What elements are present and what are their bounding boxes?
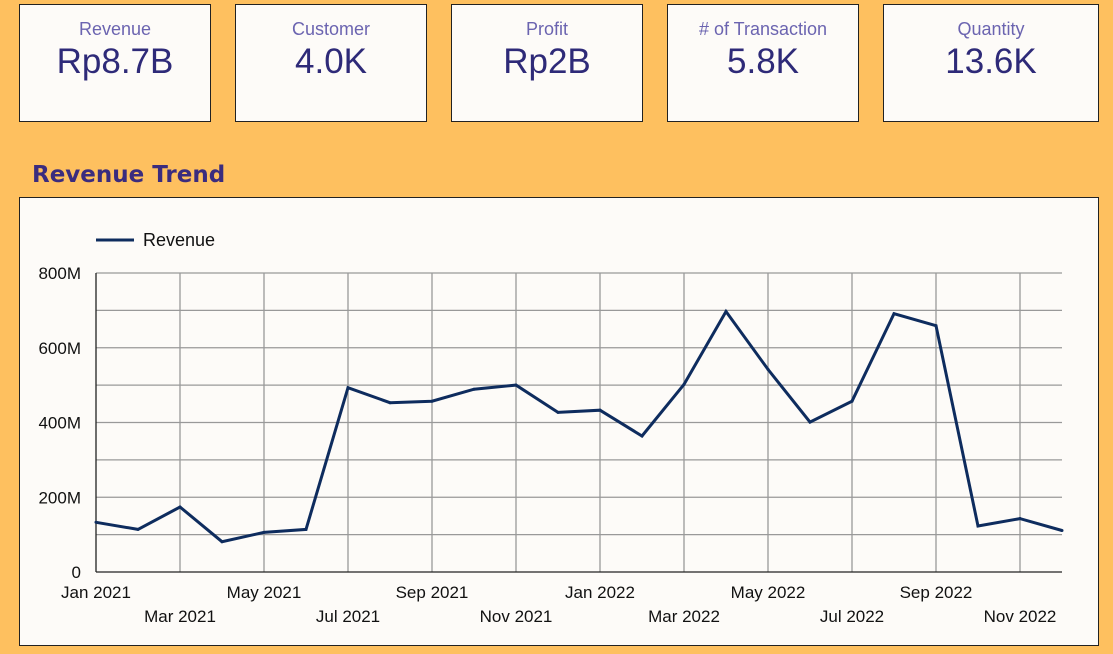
x-tick-label: Jan 2022 <box>565 583 635 602</box>
y-tick-label: 400M <box>38 414 81 433</box>
x-tick-label: Jul 2021 <box>316 607 380 626</box>
kpi-card-revenue: Revenue Rp8.7B <box>19 4 211 122</box>
x-tick-label: Jul 2022 <box>820 607 884 626</box>
chart-svg: 0 200M 400M 600M 800M Jan 2021 Mar 2021 May 202… <box>38 230 1064 626</box>
kpi-value: 13.6K <box>945 42 1037 81</box>
y-tick-label: 800M <box>38 264 81 283</box>
series-layer <box>94 308 1064 544</box>
data-point <box>136 527 140 531</box>
x-tick-label: Nov 2021 <box>480 607 553 626</box>
data-point <box>640 434 644 438</box>
kpi-label: Revenue <box>78 19 152 39</box>
kpi-value: Rp8.7B <box>56 42 174 81</box>
data-point <box>682 382 686 386</box>
x-tick-label: Mar 2022 <box>648 607 720 626</box>
kpi-label: Quantity <box>957 19 1025 39</box>
data-point <box>388 401 392 405</box>
data-point <box>976 524 980 528</box>
data-point <box>556 410 560 414</box>
data-point <box>514 383 518 387</box>
kpi-card-customer: Customer 4.0K <box>235 4 427 122</box>
kpi-value: 5.8K <box>727 42 799 81</box>
x-tick-label: Mar 2021 <box>144 607 216 626</box>
y-tick-label: 0 <box>72 563 81 582</box>
data-point <box>892 312 896 316</box>
x-tick-label: Sep 2022 <box>900 583 973 602</box>
section-title: Revenue Trend <box>32 162 226 188</box>
kpi-label: Customer <box>291 19 371 39</box>
data-point <box>178 505 182 509</box>
legend: Revenue <box>96 230 215 250</box>
x-tick-label: Nov 2022 <box>984 607 1057 626</box>
data-point <box>598 408 602 412</box>
legend-label: Revenue <box>143 230 215 250</box>
series-line-revenue <box>95 308 1063 544</box>
y-tick-label: 600M <box>38 339 81 358</box>
x-tick-label: May 2022 <box>731 583 806 602</box>
axis-layer: 0 200M 400M 600M 800M Jan 2021 Mar 2021 May 202… <box>38 264 1062 626</box>
data-point <box>808 420 812 424</box>
data-point <box>472 387 476 391</box>
kpi-value: 4.0K <box>295 42 367 81</box>
x-tick-label: May 2021 <box>227 583 302 602</box>
data-point <box>262 530 266 534</box>
x-tick-label: Sep 2021 <box>396 583 469 602</box>
data-point <box>1018 517 1022 521</box>
data-point <box>850 399 854 403</box>
x-tick-label: Jan 2021 <box>61 583 131 602</box>
data-point <box>934 324 938 328</box>
data-point <box>94 520 98 524</box>
data-point <box>766 367 770 371</box>
grid-layer <box>96 272 1062 572</box>
y-tick-label: 200M <box>38 488 81 507</box>
kpi-value: Rp2B <box>503 42 591 81</box>
data-point <box>304 527 308 531</box>
data-point <box>220 540 224 544</box>
kpi-card-profit: Profit Rp2B <box>451 4 643 122</box>
kpi-card-transactions: # of Transaction 5.8K <box>667 4 859 122</box>
revenue-trend-chart: 0 200M 400M 600M 800M Jan 2021 Mar 2021 May 202… <box>19 197 1099 646</box>
kpi-card-quantity: Quantity 13.6K <box>883 4 1099 122</box>
data-point <box>346 386 350 390</box>
data-point <box>430 399 434 403</box>
data-point <box>1060 529 1064 533</box>
data-point <box>724 309 728 313</box>
kpi-label: # of Transaction <box>698 19 828 39</box>
kpi-label: Profit <box>525 19 568 39</box>
